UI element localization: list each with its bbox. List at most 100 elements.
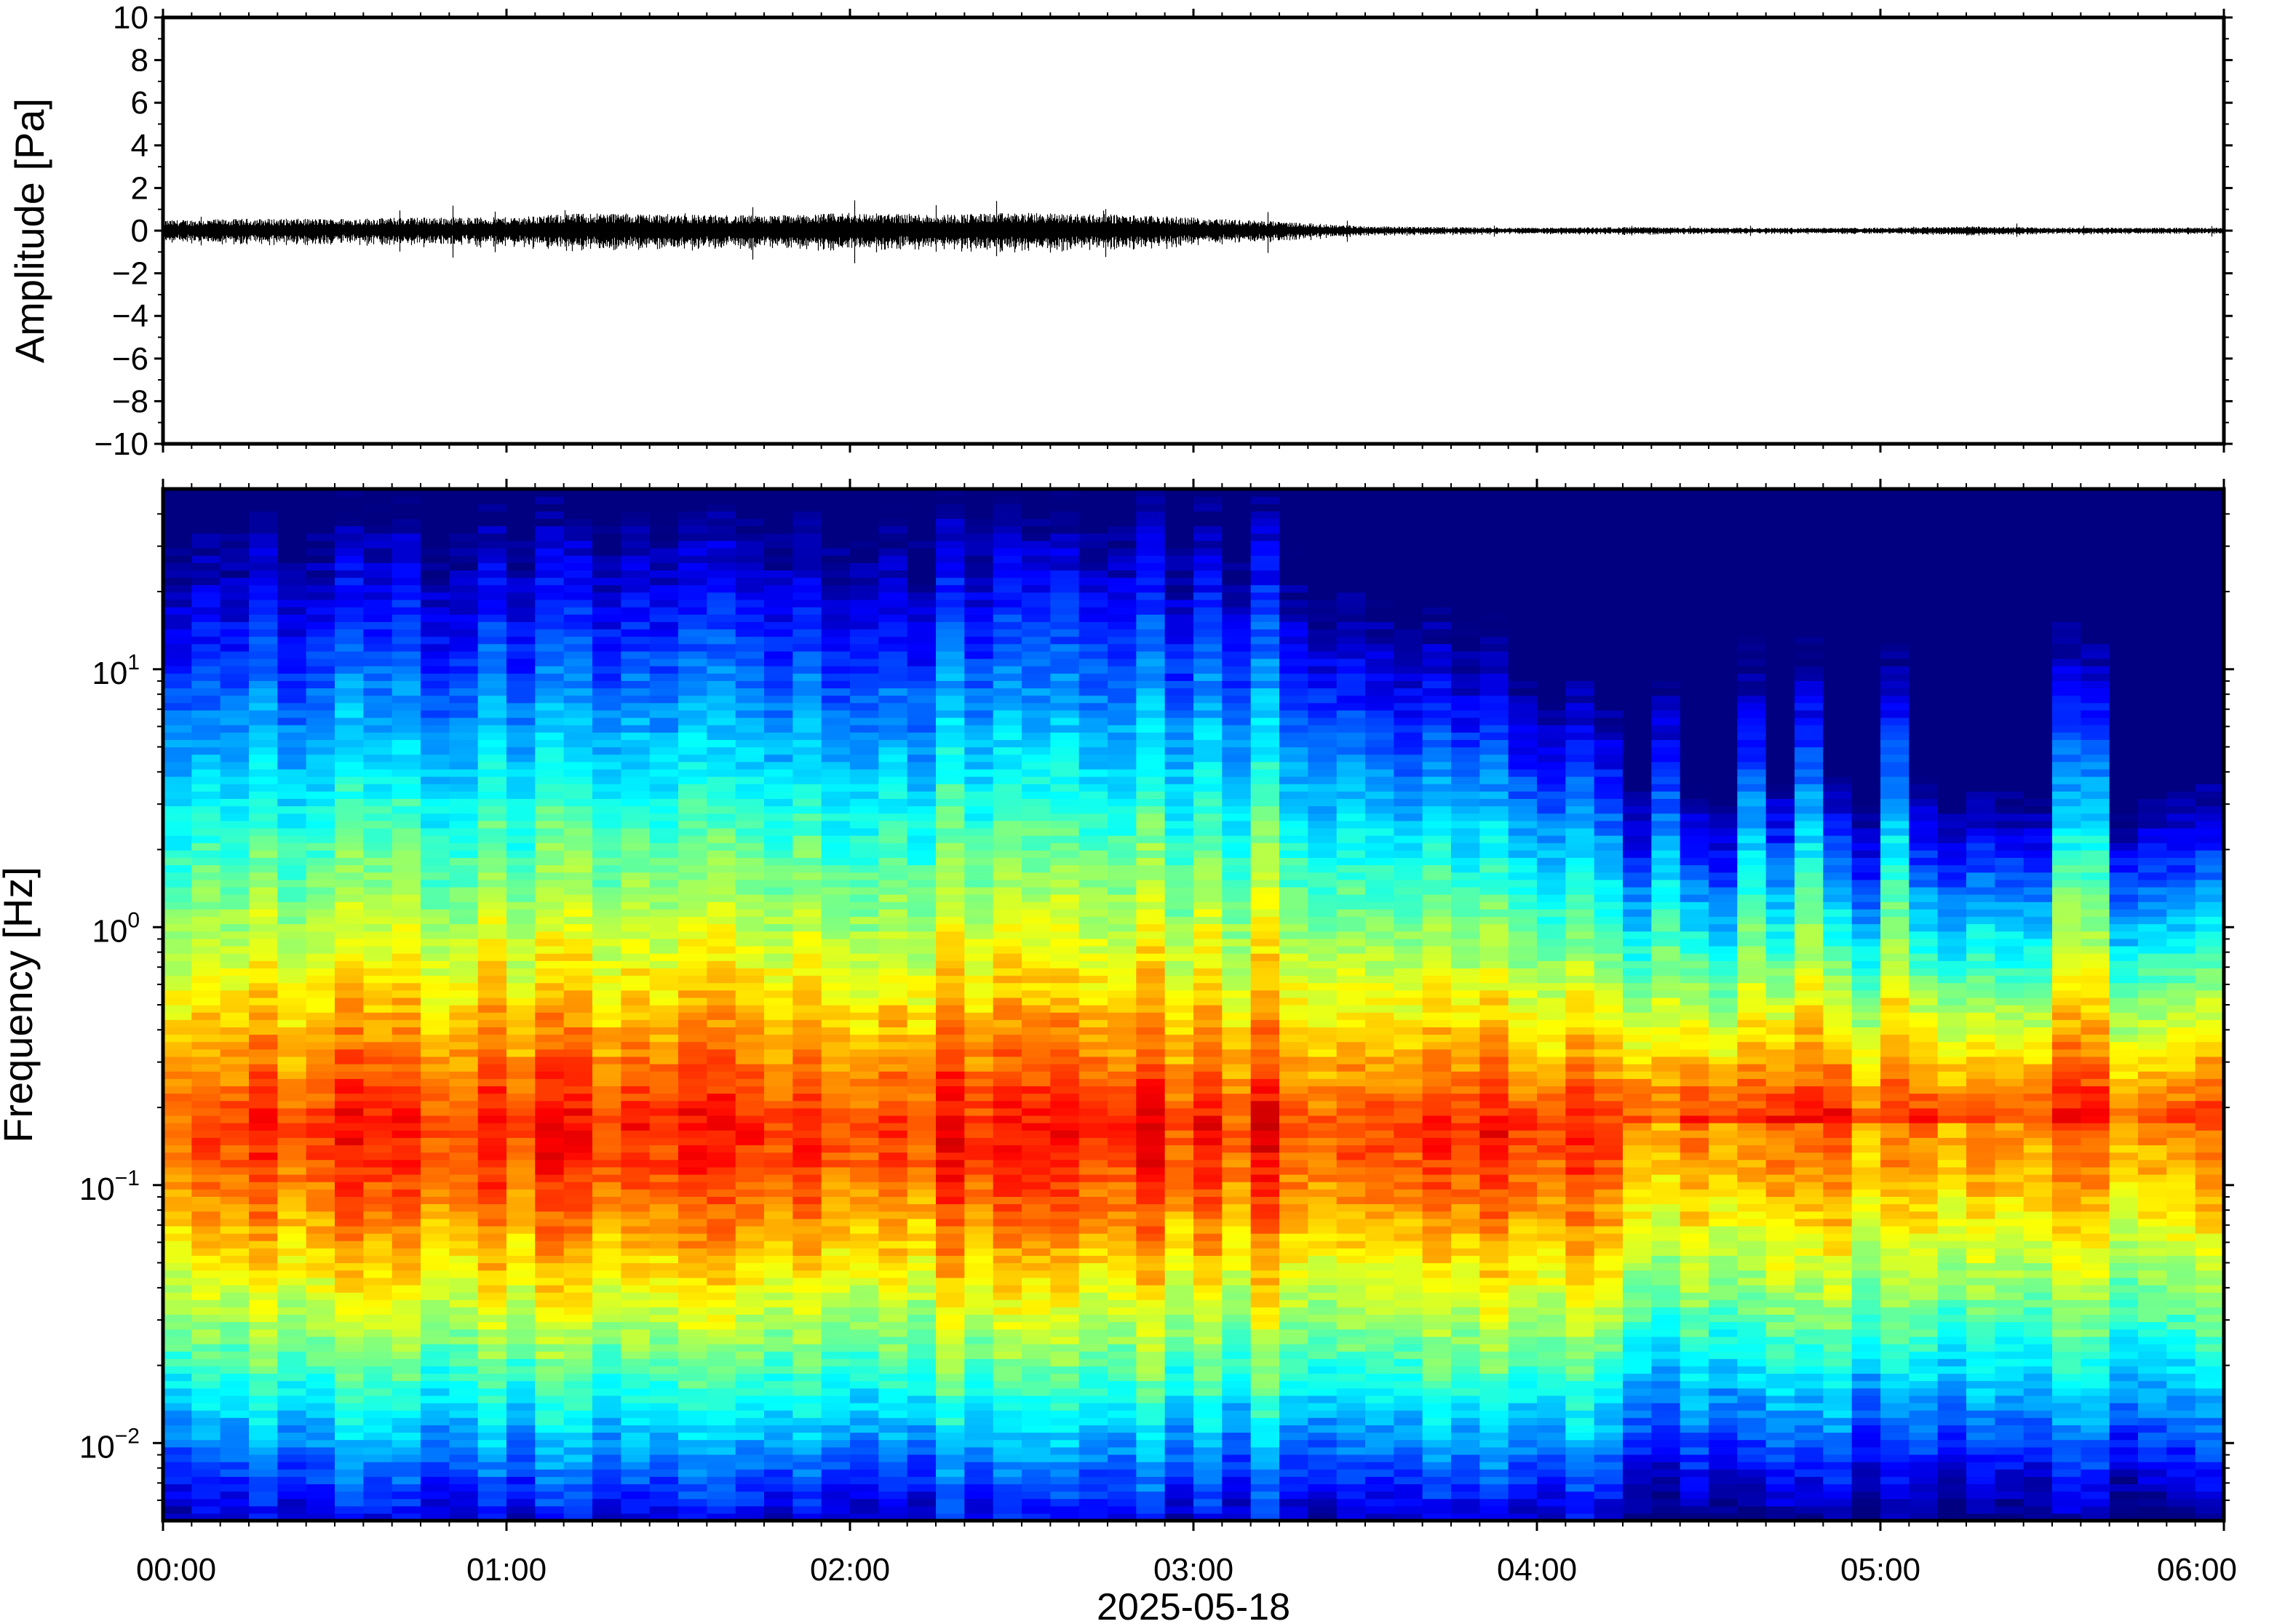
spectrogram-cell xyxy=(506,1145,536,1153)
spectrogram-cell xyxy=(535,1086,565,1094)
spectrogram-cell xyxy=(1050,1292,1080,1300)
spectrogram-cell xyxy=(306,1454,335,1462)
spectrogram-cell xyxy=(850,584,879,593)
spectrogram-cell xyxy=(907,1174,937,1182)
spectrogram-cell xyxy=(277,1454,307,1462)
spectrogram-cell xyxy=(335,666,364,674)
spectrogram-cell xyxy=(421,1071,450,1079)
spectrogram-cell xyxy=(1022,968,1051,976)
spectrogram-cell xyxy=(363,666,393,674)
spectrogram-cell xyxy=(1022,1343,1051,1352)
spectrogram-cell xyxy=(1050,1461,1080,1470)
spectrogram-cell xyxy=(678,1336,707,1345)
spectrogram-cell xyxy=(964,975,994,984)
spectrogram-cell xyxy=(792,784,822,792)
spectrogram-cell xyxy=(191,1005,221,1013)
spectrogram-cell xyxy=(764,1048,793,1057)
spectrogram-cell xyxy=(535,1351,565,1359)
spectrogram-cell xyxy=(249,1123,278,1131)
spectrogram-cell xyxy=(535,923,565,932)
spectrogram-cell xyxy=(563,636,593,645)
spectrogram-cell xyxy=(1108,982,1137,991)
spectrogram-cell xyxy=(1050,857,1080,866)
spectrogram-cell xyxy=(707,997,736,1006)
spectrogram-cell xyxy=(421,688,450,696)
spectrogram-cell xyxy=(821,1299,851,1307)
spectrogram-cell xyxy=(506,1262,536,1271)
spectrogram-cell xyxy=(764,732,793,740)
spectrogram-cell xyxy=(821,1395,851,1404)
spectrogram-cell xyxy=(1078,1270,1108,1278)
spectrogram-cell xyxy=(649,673,679,681)
spectrogram-cell xyxy=(735,1505,765,1514)
spectrogram-cell xyxy=(392,525,421,534)
spectrogram-cell xyxy=(363,1476,393,1484)
spectrogram-cell xyxy=(163,1255,192,1264)
spectrogram-cell xyxy=(506,1373,536,1382)
spectrogram-cell xyxy=(363,1005,393,1013)
spectrogram-cell xyxy=(993,1218,1022,1227)
spectrogram-cell xyxy=(563,813,593,821)
spectrogram-cell xyxy=(649,1225,679,1234)
spectrogram-cell xyxy=(1136,1461,1166,1470)
spectrogram-cell xyxy=(163,709,192,718)
spectrogram-cell xyxy=(306,577,335,586)
spectrogram-cell xyxy=(649,1130,679,1138)
spectrogram-cell xyxy=(936,894,965,902)
spectrogram-cell xyxy=(477,827,507,836)
spectrogram-cell xyxy=(792,1277,822,1286)
spectrogram-cell xyxy=(764,1086,793,1094)
spectrogram-cell xyxy=(621,1078,651,1087)
spectrogram-cell xyxy=(735,1182,765,1190)
spectrogram-cell xyxy=(907,732,937,740)
spectrogram-cell xyxy=(163,650,192,659)
spectrogram-cell xyxy=(1050,1093,1080,1102)
spectrogram-cell xyxy=(964,768,994,777)
spectrogram-cell xyxy=(649,901,679,909)
spectrogram-cell xyxy=(477,607,507,615)
spectrogram-cell xyxy=(1050,1203,1080,1212)
spectrogram-cell xyxy=(392,1425,421,1433)
spectrogram-cell xyxy=(592,1241,621,1249)
spectrogram-cell xyxy=(678,1373,707,1382)
spectrogram-cell xyxy=(993,1078,1022,1087)
spectrogram-cell xyxy=(850,1380,879,1389)
spectrogram-cell xyxy=(1136,1476,1166,1484)
spectrogram-cell xyxy=(678,709,707,718)
spectrogram-cell xyxy=(449,599,479,608)
spectrogram-cell xyxy=(735,1270,765,1278)
spectrogram-cell xyxy=(535,533,565,541)
spectrogram-cell xyxy=(649,894,679,902)
spectrogram-cell xyxy=(335,1145,364,1153)
spectrogram-cell xyxy=(449,997,479,1006)
spectrogram-cell xyxy=(1108,709,1137,718)
waveform-y-axis-title: Amplitude [Pa] xyxy=(7,98,52,363)
spectrogram-cell xyxy=(649,592,679,600)
spectrogram-cell xyxy=(506,1189,536,1197)
spectrogram-cell xyxy=(850,577,879,586)
spectrogram-cell xyxy=(535,1292,565,1300)
spectrogram-cell xyxy=(1078,1277,1108,1286)
spectrogram-cell xyxy=(363,688,393,696)
spectrogram-cell xyxy=(649,835,679,843)
spectrogram-cell xyxy=(1078,1159,1108,1168)
spectrogram-cell xyxy=(1022,680,1051,689)
spectrogram-cell xyxy=(621,680,651,689)
spectrogram-cell xyxy=(621,1241,651,1249)
spectrogram-cell xyxy=(1108,673,1137,681)
waveform-frame xyxy=(161,15,2226,446)
spectrogram-cell xyxy=(191,1027,221,1035)
spectrogram-cell xyxy=(821,555,851,563)
spectrogram-cell xyxy=(1108,1027,1137,1035)
spectrogram-cell xyxy=(792,1115,822,1123)
spectrogram-cell xyxy=(163,1439,192,1448)
spectrogram-cell xyxy=(163,1005,192,1013)
spectrogram-cell xyxy=(1078,717,1108,725)
spectrogram-cell xyxy=(249,1505,278,1514)
spectrogram-cell xyxy=(506,621,536,630)
spectrogram-cell xyxy=(993,621,1022,630)
spectrogram-cell xyxy=(907,1505,937,1514)
spectrogram-cell xyxy=(421,761,450,770)
spectrogram-cell xyxy=(306,1100,335,1109)
spectrogram-cell xyxy=(563,629,593,637)
